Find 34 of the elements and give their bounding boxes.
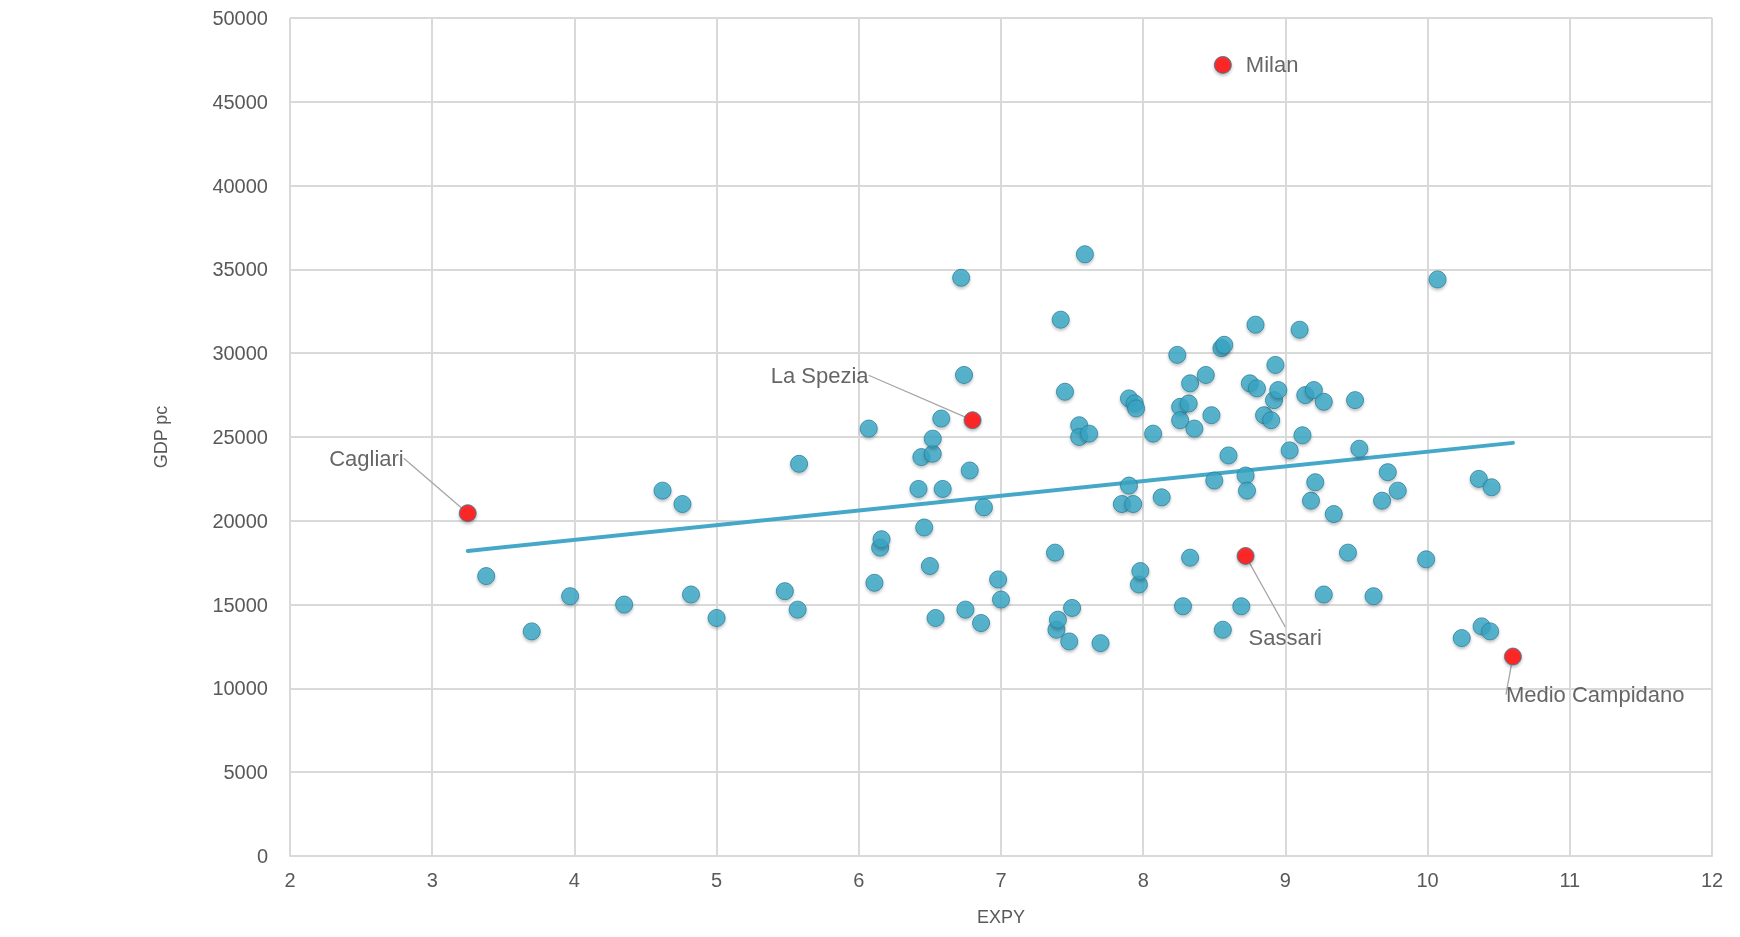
y-tick-label: 40000 bbox=[212, 174, 268, 197]
y-tick-label: 45000 bbox=[212, 90, 268, 113]
x-tick-label: 3 bbox=[426, 869, 438, 891]
point bbox=[1213, 55, 1232, 74]
y-tick-label: 5000 bbox=[223, 761, 268, 784]
y-tick-label: 25000 bbox=[212, 426, 268, 448]
annotation: Milan bbox=[1245, 52, 1299, 78]
x-tick-label: 2 bbox=[284, 869, 296, 891]
x-tick-label: 10 bbox=[1416, 869, 1439, 891]
y-tick-label: 50000 bbox=[212, 7, 268, 29]
point bbox=[1236, 547, 1255, 565]
y-tick-label: 10000 bbox=[212, 677, 268, 700]
x-tick-label: 7 bbox=[995, 869, 1007, 891]
annotation: Sassari bbox=[1248, 625, 1322, 651]
x-tick-label: 8 bbox=[1137, 869, 1149, 891]
x-tick-label: 5 bbox=[711, 869, 723, 891]
annotation: Cagliari bbox=[329, 445, 404, 471]
y-tick-label: 20000 bbox=[212, 509, 268, 532]
y-axis-title: GDP pc bbox=[151, 405, 171, 469]
point bbox=[458, 504, 477, 523]
point bbox=[1503, 647, 1522, 666]
x-tick-label: 6 bbox=[853, 869, 865, 891]
x-axis-title: EXPY bbox=[976, 907, 1026, 927]
x-tick-label: 9 bbox=[1279, 869, 1291, 891]
x-tick-label: 4 bbox=[568, 869, 580, 891]
y-tick-label: 15000 bbox=[212, 593, 268, 616]
y-tick-label: 0 bbox=[256, 845, 268, 867]
annotation: La Spezia bbox=[770, 362, 870, 388]
point bbox=[963, 411, 982, 430]
x-tick-label: 12 bbox=[1700, 869, 1724, 891]
y-tick-label: 30000 bbox=[212, 342, 268, 365]
x-tick-label: 11 bbox=[1559, 869, 1581, 891]
y-tick-label: 35000 bbox=[212, 258, 268, 281]
annotation: Medio Campidano bbox=[1505, 682, 1685, 708]
